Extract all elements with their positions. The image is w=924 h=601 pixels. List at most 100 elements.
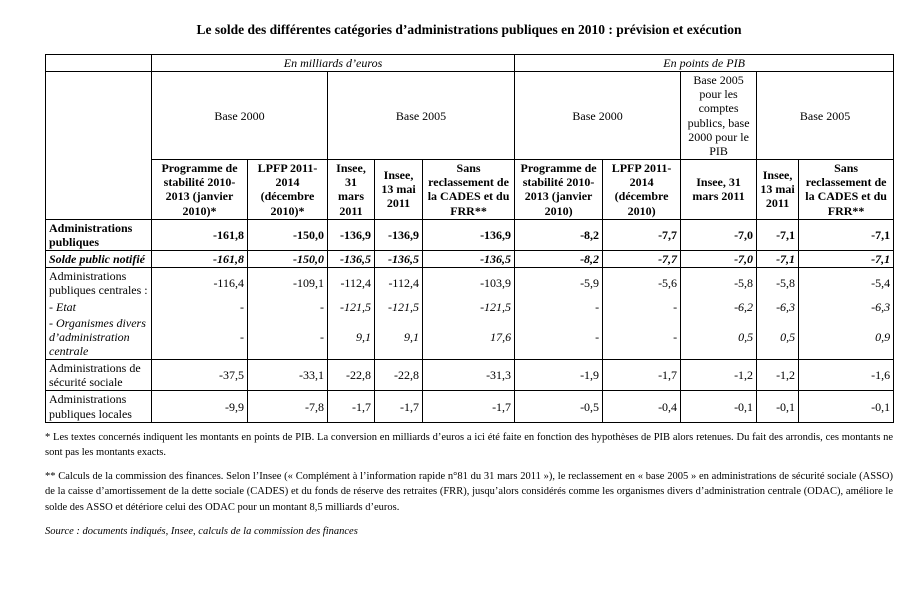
data-cell: -22,8 bbox=[374, 359, 423, 392]
unit-group-row: En milliards d’euros En points de PIB bbox=[45, 53, 895, 73]
data-cell: -136,5 bbox=[421, 250, 516, 269]
data-cell: -7,8 bbox=[247, 390, 328, 423]
data-cell: -5,6 bbox=[602, 267, 682, 299]
row-securite-sociale: Administrations de sécurité sociale -37,… bbox=[45, 359, 895, 392]
base-group-euros-2005: Base 2005 bbox=[326, 71, 516, 161]
data-cell: -7,0 bbox=[680, 218, 758, 252]
page-title: Le solde des différentes catégories d’ad… bbox=[196, 22, 742, 37]
data-cell: -6,3 bbox=[798, 298, 895, 315]
row-label: Administrations publiques centrales : bbox=[45, 267, 152, 299]
data-cell: -6,2 bbox=[680, 298, 758, 315]
data-cell: - bbox=[602, 314, 682, 361]
data-cell: -1,9 bbox=[514, 359, 604, 392]
data-cell: 9,1 bbox=[327, 314, 375, 361]
column-header: LPFP 2011-2014 (décembre 2010)* bbox=[247, 159, 328, 220]
data-cell: -161,8 bbox=[151, 250, 248, 269]
data-cell: -116,4 bbox=[151, 267, 248, 299]
column-header: Sans reclassement de la CADES et du FRR*… bbox=[798, 159, 895, 220]
data-cell: -33,1 bbox=[247, 359, 328, 392]
data-cell: - bbox=[247, 298, 328, 315]
data-cell: 0,5 bbox=[756, 314, 800, 361]
row-solde-public-notifie: Solde public notifié -161,8 -150,0 -136,… bbox=[45, 250, 895, 269]
data-cell: 0,9 bbox=[798, 314, 895, 361]
data-cell: -5,8 bbox=[680, 267, 758, 299]
data-cell: -103,9 bbox=[421, 267, 516, 299]
unit-group-euros: En milliards d’euros bbox=[150, 53, 516, 73]
document-page: Le solde des différentes catégories d’ad… bbox=[45, 22, 895, 539]
row-label: Solde public notifié bbox=[45, 250, 152, 269]
row-label: Administrations de sécurité sociale bbox=[45, 359, 152, 392]
data-cell: -7,1 bbox=[756, 250, 800, 269]
base-group-pib-mixte: Base 2005 pour les comptes publics, base… bbox=[680, 71, 758, 161]
data-cell: - bbox=[151, 298, 248, 315]
data-cell: -136,9 bbox=[374, 218, 423, 252]
data-cell: -121,5 bbox=[327, 298, 375, 315]
column-header: Insee, 31 mars 2011 bbox=[680, 159, 758, 220]
footnotes-section: * Les textes concernés indiquent les mon… bbox=[45, 430, 893, 539]
data-cell: -121,5 bbox=[421, 298, 516, 315]
data-cell: 0,5 bbox=[680, 314, 758, 361]
column-header: Insee, 13 mai 2011 bbox=[756, 159, 800, 220]
data-cell: -1,7 bbox=[327, 390, 375, 423]
data-cell: -7,1 bbox=[756, 218, 800, 252]
row-publiques-locales: Administrations publiques locales -9,9 -… bbox=[45, 390, 895, 423]
data-cell: - bbox=[247, 314, 328, 361]
data-cell: -7,7 bbox=[602, 218, 682, 252]
row-label: - Organismes divers d’administration cen… bbox=[45, 314, 152, 361]
row-administrations-publiques-centrales: Administrations publiques centrales : -1… bbox=[45, 267, 895, 299]
data-cell: -1,6 bbox=[798, 359, 895, 392]
column-header-row: Programme de stabilité 2010-2013 (janvie… bbox=[46, 159, 895, 220]
data-cell: -150,0 bbox=[247, 250, 328, 269]
data-cell: -136,5 bbox=[374, 250, 423, 269]
data-cell: - bbox=[514, 298, 604, 315]
data-cell: -109,1 bbox=[247, 267, 328, 299]
row-organismes-divers: - Organismes divers d’administration cen… bbox=[45, 314, 895, 361]
data-cell: -7,1 bbox=[798, 218, 895, 252]
data-cell: -5,9 bbox=[514, 267, 604, 299]
data-cell: -9,9 bbox=[151, 390, 248, 423]
unit-group-pib: En points de PIB bbox=[514, 53, 895, 73]
corner-cell bbox=[45, 71, 152, 220]
data-cell: -8,2 bbox=[514, 250, 604, 269]
data-cell: -112,4 bbox=[327, 267, 375, 299]
data-cell: -22,8 bbox=[327, 359, 375, 392]
data-cell: 17,6 bbox=[421, 314, 516, 361]
data-cell: -1,2 bbox=[680, 359, 758, 392]
base-group-pib-2005: Base 2005 bbox=[756, 71, 895, 161]
data-cell: -136,5 bbox=[327, 250, 375, 269]
row-label: Administrations publiques locales bbox=[45, 390, 152, 423]
base-group-pib-2000: Base 2000 bbox=[514, 71, 682, 161]
data-cell: -0,5 bbox=[514, 390, 604, 423]
data-cell: -136,9 bbox=[327, 218, 375, 252]
data-cell: -1,2 bbox=[756, 359, 800, 392]
data-cell: -0,1 bbox=[680, 390, 758, 423]
column-header: Insee, 31 mars 2011 bbox=[327, 159, 375, 220]
data-cell: -5,8 bbox=[756, 267, 800, 299]
data-cell: -7,0 bbox=[680, 250, 758, 269]
data-cell: -121,5 bbox=[374, 298, 423, 315]
data-cell: -7,1 bbox=[798, 250, 895, 269]
data-cell: - bbox=[514, 314, 604, 361]
base-group-euros-2000: Base 2000 bbox=[151, 71, 328, 161]
data-cell: -0,1 bbox=[756, 390, 800, 423]
data-cell: -8,2 bbox=[514, 218, 604, 252]
footnote-2: ** Calculs de la commission des finances… bbox=[45, 471, 893, 513]
data-cell: -0,4 bbox=[602, 390, 682, 423]
column-header: Sans reclassement de la CADES et du FRR*… bbox=[421, 159, 516, 220]
solde-table: En milliards d’euros En points de PIB Ba… bbox=[45, 53, 895, 423]
base-group-row: Base 2000 Base 2005 Base 2000 Base 2005 … bbox=[45, 71, 895, 220]
data-cell: -136,9 bbox=[421, 218, 516, 252]
column-header: Insee, 13 mai 2011 bbox=[374, 159, 423, 220]
row-administrations-publiques: Administrations publiques -161,8 -150,0 … bbox=[45, 218, 895, 252]
column-header: Programme de stabilité 2010-2013 (janvie… bbox=[151, 159, 248, 220]
data-cell: - bbox=[151, 314, 248, 361]
row-etat: - Etat - - -121,5 -121,5 -121,5 - - -6,2… bbox=[45, 298, 895, 315]
data-cell: -31,3 bbox=[421, 359, 516, 392]
corner-cell bbox=[45, 53, 152, 73]
data-cell: -161,8 bbox=[151, 218, 248, 252]
data-cell: -6,3 bbox=[756, 298, 800, 315]
data-cell: -0,1 bbox=[798, 390, 895, 423]
column-header: LPFP 2011-2014 (décembre 2010) bbox=[602, 159, 682, 220]
row-label: - Etat bbox=[45, 298, 152, 315]
row-label: Administrations publiques bbox=[45, 218, 152, 252]
